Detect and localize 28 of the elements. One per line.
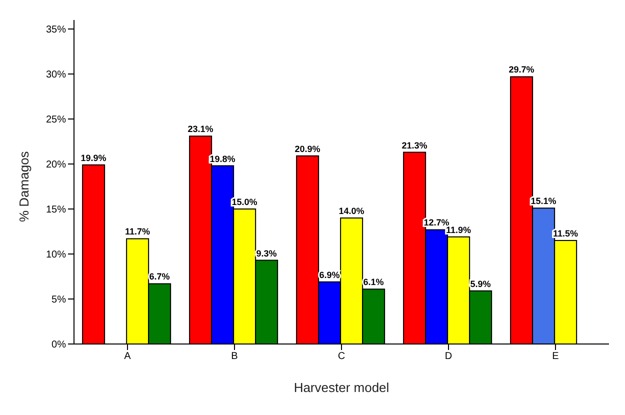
data-label: 9.3%: [256, 248, 277, 258]
data-label: 5.9%: [470, 278, 491, 289]
data-label: 20.9%: [294, 144, 320, 154]
data-label: 21.3%: [402, 140, 428, 150]
data-label: 6.1%: [363, 277, 384, 288]
data-label: 23.1%: [188, 124, 214, 134]
x-tick-label: C: [338, 351, 346, 362]
y-tick-label: 5%: [52, 294, 66, 306]
y-axis-title: % Damagos: [16, 150, 32, 222]
data-label: 11.9%: [446, 224, 472, 235]
x-tick-label: B: [231, 351, 238, 362]
data-label: 14.0%: [338, 206, 364, 216]
y-tick-label: 30%: [46, 70, 66, 81]
data-label: 19.9%: [80, 152, 106, 163]
data-label: 29.7%: [508, 64, 534, 75]
x-tick-label: E: [552, 351, 560, 362]
y-tick-label: 35%: [46, 24, 66, 36]
x-tick-label: D: [444, 351, 452, 362]
data-label: 11.7%: [125, 226, 150, 237]
x-axis-title: Harvester model: [294, 380, 390, 395]
y-tick-label: 10%: [46, 250, 66, 261]
data-label: 6.7%: [149, 272, 170, 282]
x-tick-label: A: [124, 351, 132, 362]
y-tick-label: 15%: [46, 204, 66, 216]
y-tick-label: 0%: [52, 340, 66, 351]
y-tick-label: 25%: [46, 114, 66, 126]
y-tick-label: 20%: [46, 160, 66, 171]
data-label: 6.9%: [319, 270, 340, 280]
